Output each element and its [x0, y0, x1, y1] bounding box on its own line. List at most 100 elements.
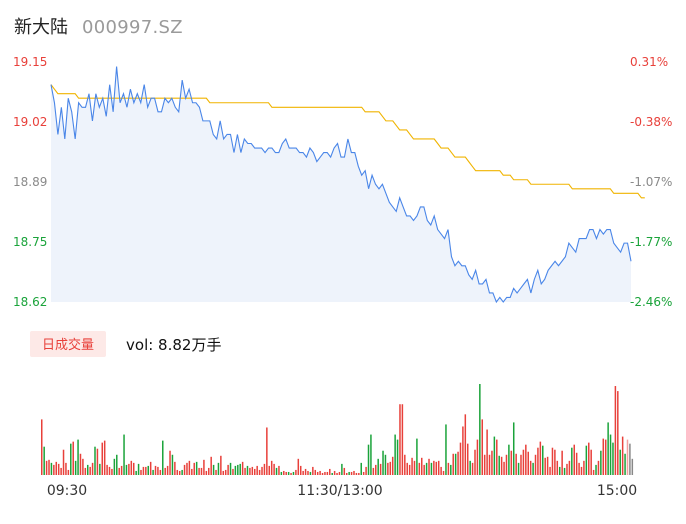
- volume-bar: [261, 466, 263, 475]
- volume-bar: [459, 442, 462, 475]
- volume-bar: [198, 467, 200, 475]
- daily-volume-button[interactable]: 日成交量: [30, 331, 107, 357]
- volume-bar: [496, 439, 498, 475]
- volume-bar: [99, 463, 101, 475]
- volume-bar: [382, 450, 384, 475]
- volume-bar: [401, 404, 404, 475]
- volume-bar: [169, 450, 171, 475]
- volume-bar: [70, 443, 72, 475]
- volume-bar: [479, 384, 481, 475]
- volume-bar: [60, 467, 62, 475]
- volume-bar: [251, 466, 254, 475]
- volume-bar: [200, 467, 203, 475]
- volume-bar: [365, 466, 367, 475]
- volume-bar: [239, 463, 241, 475]
- volume-bar: [132, 462, 135, 475]
- volume-bar: [486, 429, 488, 475]
- volume-bar: [84, 467, 87, 475]
- volume-bar: [597, 460, 600, 475]
- volume-bar: [624, 453, 626, 475]
- volume-bar: [43, 446, 45, 475]
- volume-bar: [619, 449, 621, 475]
- volume-bar: [621, 436, 624, 475]
- volume-bar: [130, 460, 133, 475]
- volume-bar: [612, 442, 614, 475]
- stock-name: 新大陆: [14, 17, 68, 38]
- volume-bar: [86, 464, 89, 475]
- volume-bar: [297, 458, 300, 475]
- volume-bar: [396, 439, 399, 475]
- volume-bar: [137, 463, 140, 475]
- volume-bar: [208, 467, 210, 475]
- volume-bar: [319, 470, 321, 475]
- volume-bar: [77, 439, 79, 475]
- volume-bar: [358, 472, 360, 475]
- volume-bar: [408, 464, 411, 475]
- volume-bar: [174, 461, 176, 475]
- volume-bar: [287, 471, 290, 475]
- x-tick-label: 15:00: [597, 483, 637, 499]
- volume-bar: [377, 458, 379, 475]
- volume-bar: [462, 426, 464, 475]
- volume-bar: [542, 445, 544, 475]
- volume-bar: [186, 462, 188, 475]
- volume-bar: [295, 469, 297, 475]
- volume-bar: [321, 472, 324, 475]
- x-tick-label: 09:30: [47, 483, 87, 499]
- volume-bar: [428, 458, 430, 475]
- volume-bar: [585, 445, 588, 475]
- volume-bar: [348, 471, 350, 475]
- price-panel: [50, 66, 645, 304]
- volume-bar: [544, 457, 546, 475]
- volume-bar: [278, 465, 280, 475]
- volume-bar: [193, 462, 195, 475]
- volume-bar: [406, 462, 408, 475]
- volume-bar: [554, 449, 556, 475]
- volume-bar: [391, 456, 394, 475]
- volume-bar: [529, 460, 532, 475]
- volume-bar: [537, 447, 539, 475]
- volume-bar: [57, 463, 60, 475]
- volume-readout: vol: 8.82万手: [126, 335, 222, 354]
- volume-bar: [370, 434, 372, 475]
- volume-bar: [285, 471, 287, 475]
- volume-bar: [94, 446, 96, 475]
- volume-bar: [418, 462, 421, 475]
- volume-bar: [430, 462, 433, 475]
- volume-bar: [498, 455, 500, 475]
- volume-bar: [280, 471, 283, 475]
- volume-bar: [316, 471, 319, 475]
- volume-bar: [118, 467, 120, 475]
- y-tick-label: 19.15: [13, 55, 47, 69]
- volume-bar: [128, 463, 130, 475]
- volume-bar: [474, 449, 476, 475]
- volume-bar: [283, 470, 285, 475]
- volume-bar: [614, 386, 617, 475]
- volume-bar: [452, 453, 454, 475]
- volume-bar: [309, 471, 312, 475]
- volume-bar: [302, 470, 304, 475]
- x-tick-label: 11:30/13:00: [297, 483, 382, 499]
- volume-bar: [556, 460, 559, 475]
- volume-bar: [96, 448, 99, 475]
- volume-bar: [440, 466, 442, 475]
- volume-bar: [263, 463, 266, 475]
- volume-bar: [246, 465, 249, 475]
- volume-bar: [212, 464, 215, 475]
- volume-bar: [350, 471, 353, 475]
- volume-bar: [183, 464, 186, 475]
- volume-bar: [142, 466, 145, 475]
- volume-bar: [50, 462, 53, 475]
- volume-bar: [74, 460, 77, 475]
- volume-bar: [592, 469, 595, 475]
- volume-bar: [520, 454, 522, 475]
- volume-bar: [331, 472, 333, 475]
- volume-bar: [517, 462, 520, 475]
- volume-bar: [45, 460, 48, 475]
- volume-bar: [324, 471, 326, 475]
- volume-bar: [525, 444, 527, 475]
- volume-bar: [551, 447, 554, 475]
- volume-bar: [336, 472, 338, 475]
- volume-bar: [341, 463, 343, 475]
- volume-bar: [515, 453, 517, 475]
